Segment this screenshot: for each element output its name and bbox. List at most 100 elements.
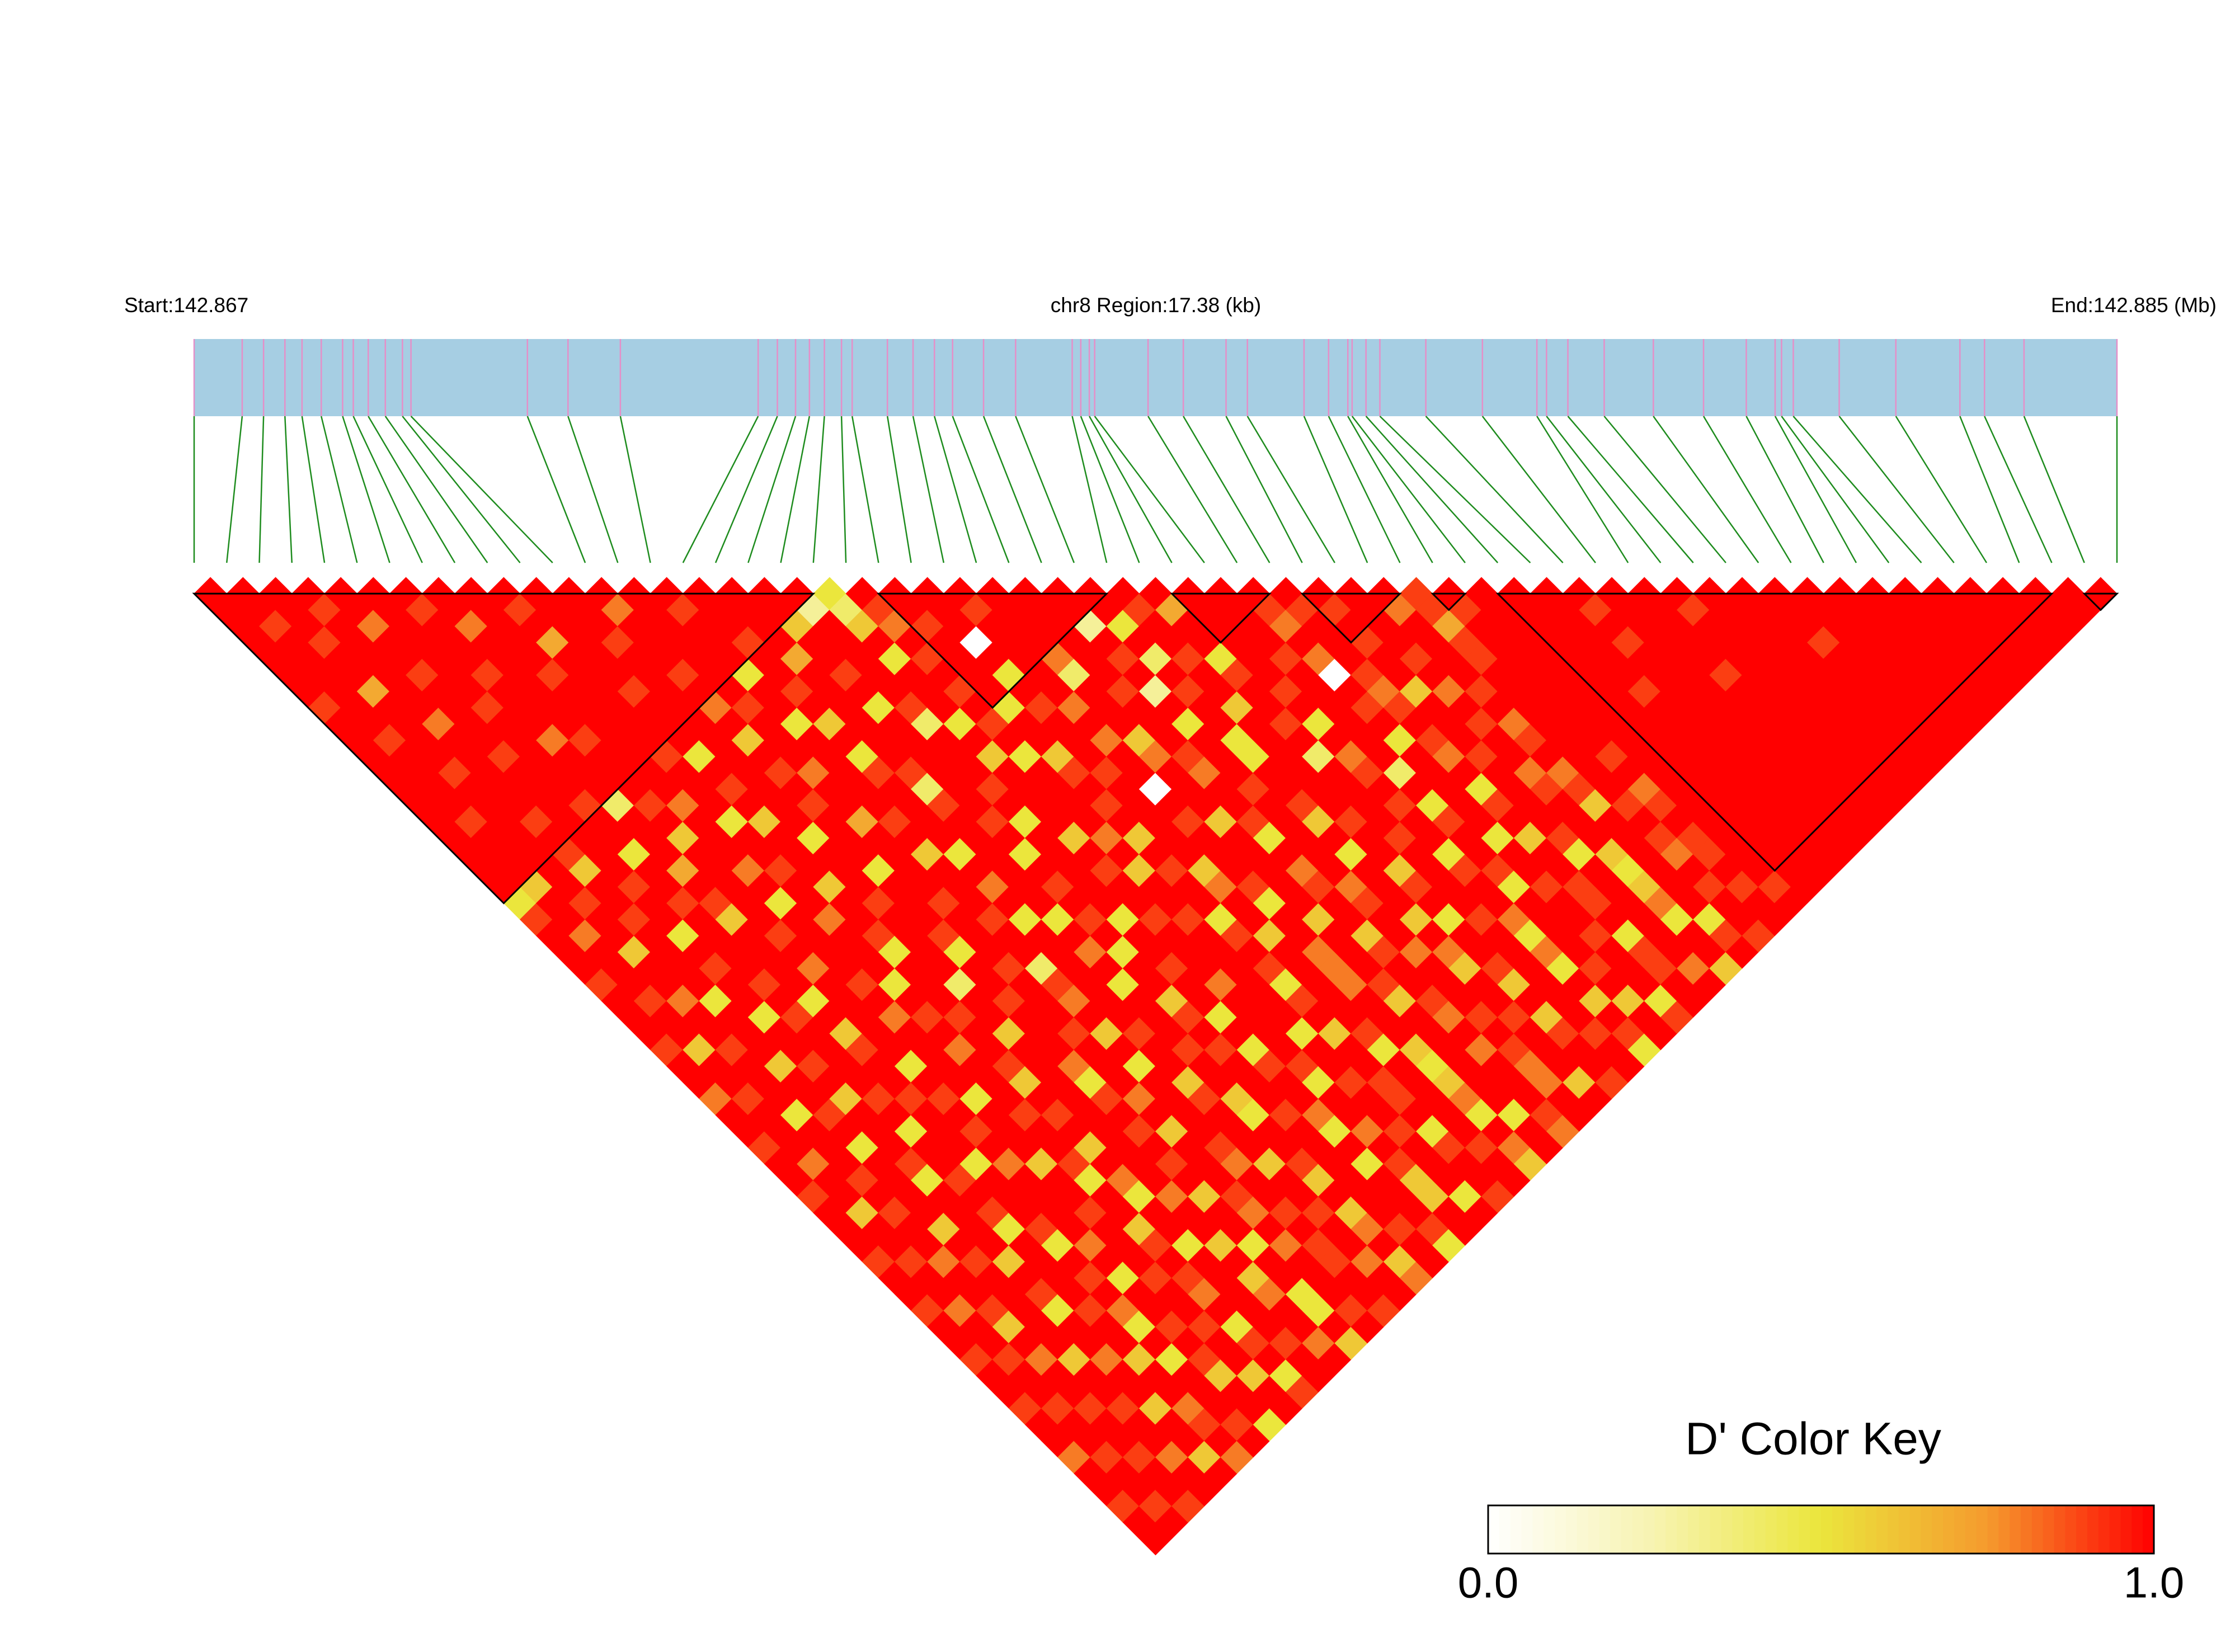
legend-swatch — [1555, 1505, 1566, 1554]
snp-connector — [1303, 416, 1368, 563]
legend-swatch — [1710, 1505, 1722, 1554]
snp-connector — [619, 416, 651, 563]
legend-swatch — [1754, 1505, 1766, 1554]
snp-connector — [1225, 416, 1303, 563]
legend-swatch — [1976, 1505, 1988, 1554]
snp-connector — [1567, 416, 1694, 563]
snp-connector — [1365, 416, 1499, 563]
snp-connector — [1838, 416, 1955, 563]
snp-connector — [1379, 416, 1531, 563]
legend-tick-label: 0.0 — [1458, 1558, 1518, 1607]
snp-connector — [982, 416, 1042, 563]
snp-connector — [1347, 416, 1433, 563]
legend-swatch — [1698, 1505, 1711, 1554]
snp-connector — [1895, 416, 1988, 563]
legend-tick-label: 1.0 — [2124, 1558, 2184, 1607]
legend-swatch — [1954, 1505, 1966, 1554]
legend-swatch — [2132, 1505, 2143, 1554]
snp-connector — [1147, 416, 1238, 563]
snp-connector — [1774, 416, 1857, 563]
snp-connector — [934, 416, 977, 563]
snp-connector — [352, 416, 423, 563]
snp-connector — [1702, 416, 1792, 563]
ld-block — [2082, 592, 2119, 611]
legend-swatch — [2098, 1505, 2110, 1554]
legend-frame — [1487, 1504, 2155, 1555]
legend-swatch — [1732, 1505, 1744, 1554]
legend-swatch — [1743, 1505, 1755, 1554]
snp-connector — [567, 416, 619, 563]
legend-swatch — [1909, 1505, 1922, 1554]
legend-swatch — [1821, 1505, 1833, 1554]
snp-connector — [747, 416, 797, 563]
ld-block — [1170, 592, 1272, 644]
legend-swatch — [1865, 1505, 1877, 1554]
legend-swatch — [1688, 1505, 1700, 1554]
snp-connector — [1603, 416, 1726, 563]
legend-swatch — [2043, 1505, 2055, 1554]
legend-swatch — [1898, 1505, 1911, 1554]
snp-connector — [301, 416, 326, 563]
legend-swatch — [1677, 1505, 1688, 1554]
legend-swatch — [2054, 1505, 2065, 1554]
legend-swatch — [1510, 1505, 1522, 1554]
snp-connector — [368, 416, 456, 563]
snp-connector — [1094, 416, 1205, 563]
legend-swatch — [1643, 1505, 1655, 1554]
snp-connector — [526, 416, 586, 563]
start-label: Start:142.867 — [124, 294, 248, 317]
snp-connector — [1351, 416, 1466, 563]
legend-swatch — [1621, 1505, 1633, 1554]
legend-swatch — [2120, 1505, 2132, 1554]
legend-swatch — [1776, 1505, 1789, 1554]
snp-connector — [912, 416, 945, 563]
legend-swatch — [1876, 1505, 1888, 1554]
legend-swatch — [2010, 1505, 2021, 1554]
snp-connector — [1089, 416, 1173, 563]
legend-swatch — [2087, 1505, 2099, 1554]
snp-connector — [851, 416, 879, 563]
legend-swatch — [1799, 1505, 1810, 1554]
snp-connector — [682, 416, 759, 563]
snp-connector — [226, 416, 243, 563]
legend-swatch — [1787, 1505, 1799, 1554]
legend-swatch — [1588, 1505, 1599, 1554]
snp-connector — [1781, 416, 1890, 563]
snp-connector — [714, 416, 778, 563]
legend-swatch — [1565, 1505, 1578, 1554]
snp-connector — [1546, 416, 1662, 563]
snp-connector — [410, 416, 553, 563]
snp-connector — [1080, 416, 1140, 563]
snp-connector — [1015, 416, 1075, 563]
legend-swatch — [1810, 1505, 1822, 1554]
snp-connector — [1959, 416, 2020, 563]
legend-swatch — [1987, 1505, 1999, 1554]
snp-connector — [840, 416, 847, 563]
snp-connector — [1246, 416, 1335, 563]
region-bar — [194, 339, 2117, 416]
snp-connector — [1536, 416, 1629, 563]
legend-swatch — [1854, 1505, 1866, 1554]
legend-swatch — [2109, 1505, 2121, 1554]
legend-swatch — [1488, 1505, 1500, 1554]
legend-title: D' Color Key — [1685, 1414, 1941, 1465]
legend-swatch — [2076, 1505, 2088, 1554]
legend-swatch — [1943, 1505, 1955, 1554]
legend-swatch — [2065, 1505, 2077, 1554]
snp-connector — [384, 416, 488, 563]
legend-swatch — [2143, 1505, 2154, 1554]
snp-connector — [812, 416, 825, 563]
legend-swatch — [1765, 1505, 1777, 1554]
legend-swatch — [1921, 1505, 1932, 1554]
legend-swatch — [1888, 1505, 1899, 1554]
snp-connector — [402, 416, 521, 563]
snp-connector — [1984, 416, 2053, 563]
snp-connector — [1653, 416, 1759, 563]
legend-swatch — [1599, 1505, 1611, 1554]
legend-swatch — [1544, 1505, 1555, 1554]
snp-connector — [1183, 416, 1271, 563]
ld-block — [876, 592, 1109, 709]
legend-swatch — [1532, 1505, 1544, 1554]
